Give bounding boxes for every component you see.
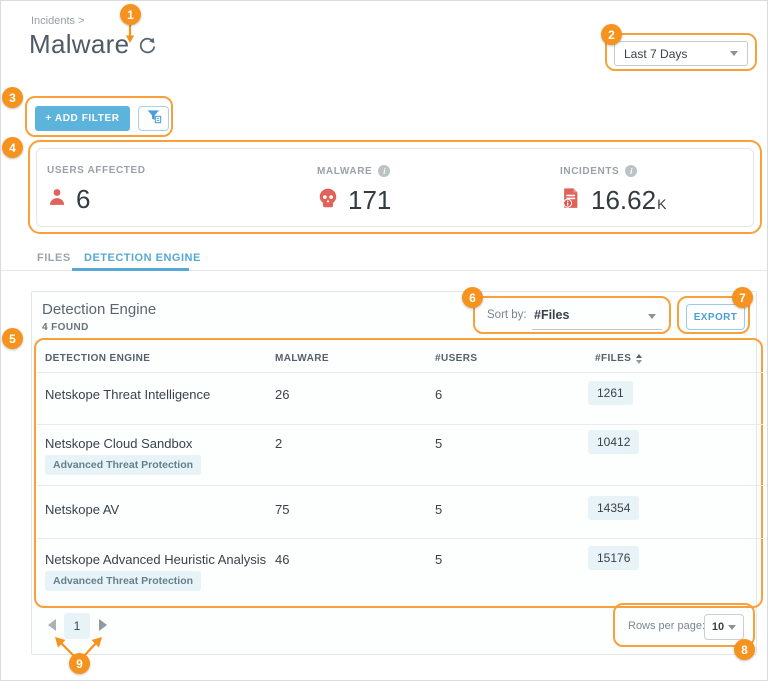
- tab-detection-engine[interactable]: DETECTION ENGINE: [84, 252, 201, 264]
- incident-file-icon: [560, 187, 582, 214]
- annotation-badge-1: 1: [120, 4, 141, 25]
- annotation-badge-4: 4: [2, 137, 23, 158]
- users-count: 5: [435, 502, 443, 517]
- saved-filter-button[interactable]: [138, 106, 169, 131]
- sort-by-label: Sort by:: [487, 309, 527, 321]
- annotation-arrow-9: [55, 637, 102, 657]
- users-count: 6: [435, 387, 443, 402]
- annotation-arrow-1: [125, 25, 135, 43]
- sort-by-select[interactable]: #Files: [532, 302, 662, 330]
- row-divider: [37, 485, 763, 486]
- stat-malware: MALWARE i 171: [317, 165, 391, 216]
- stat-unit: K: [657, 196, 667, 212]
- stat-users-affected: USERS AFFECTED 6: [47, 165, 146, 215]
- annotation-outline-date-range: Last 7 Days: [605, 33, 757, 71]
- page-title: Malware: [29, 29, 130, 59]
- stat-value: 16.62: [591, 185, 657, 215]
- stat-incidents: INCIDENTS i: [560, 165, 666, 216]
- stat-label: USERS AFFECTED: [47, 165, 146, 176]
- advanced-threat-protection-tag: Advanced Threat Protection: [45, 571, 202, 591]
- stat-value: 171: [348, 185, 392, 215]
- annotation-outline-export: EXPORT: [677, 296, 750, 334]
- filter-funnel-icon: [146, 108, 162, 129]
- sort-by-value: #Files: [534, 308, 570, 322]
- rows-per-page-value: 10: [711, 621, 725, 633]
- row-divider: [37, 424, 763, 425]
- annotation-outline-rows-per-page: Rows per page: 10: [613, 603, 755, 647]
- annotation-outline-table: DETECTION ENGINE MALWARE #USERS #FILES N…: [34, 338, 763, 608]
- malware-count: 2: [275, 436, 283, 451]
- annotation-outline-stats: USERS AFFECTED 6 MALWARE i: [28, 140, 762, 234]
- annotation-badge-9: 9: [69, 653, 90, 674]
- column-header-detection-engine: DETECTION ENGINE: [45, 353, 151, 364]
- malware-count: 26: [275, 387, 290, 402]
- info-icon[interactable]: i: [625, 165, 638, 177]
- stat-label: MALWARE: [317, 165, 373, 177]
- annotation-badge-8: 8: [734, 639, 755, 660]
- tab-files[interactable]: FILES: [37, 252, 71, 264]
- previous-page-button[interactable]: [48, 619, 56, 631]
- malware-count: 46: [275, 552, 290, 567]
- date-range-value: Last 7 Days: [624, 46, 688, 61]
- annotation-outline-sort-by: Sort by: #Files: [473, 296, 671, 334]
- chevron-down-icon: [728, 624, 737, 630]
- active-tab-underline: [72, 268, 189, 271]
- files-count-chip[interactable]: 10412: [588, 430, 640, 454]
- rows-per-page-select[interactable]: 10: [704, 614, 744, 640]
- column-header-malware: MALWARE: [275, 353, 329, 364]
- row-divider: [37, 372, 763, 373]
- user-icon: [47, 187, 67, 212]
- page-number[interactable]: 1: [64, 613, 90, 639]
- annotation-badge-5: 5: [2, 328, 23, 349]
- annotation-outline-filters: + ADD FILTER: [25, 96, 173, 137]
- users-count: 5: [435, 436, 443, 451]
- chevron-down-icon: [730, 51, 738, 56]
- stat-label: INCIDENTS: [560, 165, 620, 177]
- breadcrumb[interactable]: Incidents >: [31, 15, 85, 27]
- column-header-users: #USERS: [435, 353, 478, 364]
- chevron-down-icon: [648, 314, 656, 319]
- sort-arrows-icon: [636, 353, 643, 364]
- annotation-badge-6: 6: [462, 287, 483, 308]
- stat-value: 6: [76, 184, 91, 214]
- card-title: Detection Engine: [42, 301, 157, 318]
- info-icon[interactable]: i: [378, 165, 391, 177]
- select-underline: [532, 329, 662, 330]
- row-divider: [37, 538, 763, 539]
- annotation-badge-2: 2: [601, 24, 622, 45]
- refresh-icon[interactable]: [138, 37, 157, 56]
- files-count-chip[interactable]: 1261: [588, 381, 633, 405]
- date-range-select[interactable]: Last 7 Days: [614, 41, 748, 66]
- column-header-files[interactable]: #FILES: [595, 353, 643, 364]
- tabs-divider: [1, 270, 767, 271]
- page-title-row: Malware: [29, 29, 157, 60]
- column-header-files-label: #FILES: [595, 353, 632, 364]
- engine-name: Netskope Cloud Sandbox: [45, 436, 193, 451]
- files-count-chip[interactable]: 14354: [588, 496, 640, 520]
- users-count: 5: [435, 552, 443, 567]
- stats-panel: USERS AFFECTED 6 MALWARE i: [36, 148, 754, 227]
- engine-name: Netskope Threat Intelligence: [45, 387, 211, 402]
- export-button[interactable]: EXPORT: [686, 304, 745, 330]
- rows-per-page-label: Rows per page:: [628, 620, 706, 632]
- next-page-button[interactable]: [99, 619, 107, 631]
- add-filter-button[interactable]: + ADD FILTER: [35, 106, 130, 131]
- engine-name: Netskope AV: [45, 502, 120, 517]
- annotation-badge-7: 7: [732, 287, 753, 308]
- annotation-badge-3: 3: [2, 87, 23, 108]
- engine-name: Netskope Advanced Heuristic Analysis: [45, 552, 267, 567]
- files-count-chip[interactable]: 15176: [588, 546, 640, 570]
- malware-count: 75: [275, 502, 290, 517]
- skull-icon: [317, 187, 339, 214]
- result-count: 4 FOUND: [42, 322, 89, 333]
- advanced-threat-protection-tag: Advanced Threat Protection: [45, 455, 202, 475]
